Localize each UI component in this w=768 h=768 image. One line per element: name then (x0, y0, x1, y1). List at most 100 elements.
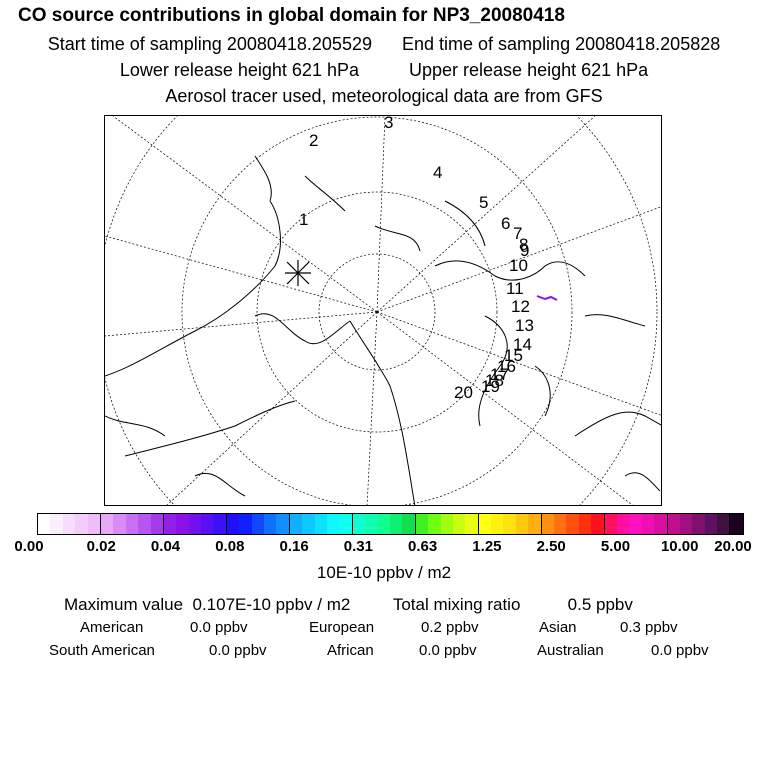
colorbar-tick-label: 20.00 (714, 538, 752, 555)
trajectory-hour-label: 20 (454, 383, 473, 402)
upper-release-height: Upper release height 621 hPa (409, 60, 649, 80)
colorbar-cell (50, 514, 63, 534)
colorbar-cell (326, 514, 340, 534)
colorbar-cell (87, 514, 101, 534)
colorbar-cell (591, 514, 605, 534)
coastlines (105, 155, 661, 505)
colorbar-tick-label: 0.02 (86, 538, 116, 555)
trajectory-hour-label: 12 (511, 297, 530, 316)
colorbar-cell (515, 514, 529, 534)
colorbar-tick-label: 0.63 (408, 538, 438, 555)
region-european-value: 0.2 ppbv (421, 619, 479, 636)
colorbar-cell (339, 514, 353, 534)
trajectory-hour-label: 15 (504, 346, 523, 365)
tracer-info: Aerosol tracer used, meteorological data… (165, 86, 603, 106)
lower-release-height: Lower release height 621 hPa (119, 60, 359, 80)
trajectory-hour-label: 2 (309, 131, 318, 150)
trajectory-hour-label: 3 (384, 116, 393, 132)
colorbar-cell (616, 514, 630, 534)
end-time: End time of sampling 20080418.205828 (402, 34, 721, 54)
meridian (376, 206, 661, 313)
colorbar-cell (113, 514, 126, 534)
colorbar-cell (226, 514, 240, 534)
meridian (376, 116, 386, 313)
colorbar-cell (554, 514, 567, 534)
trajectory-hour-label: 17 (490, 365, 509, 384)
colorbar-cell (654, 514, 668, 534)
meridian (376, 311, 633, 505)
colorbar-cell (289, 514, 303, 534)
trajectory-hour-label: 8 (519, 235, 528, 254)
trajectory-hour-label: 10 (509, 256, 528, 275)
colorbar-cell (264, 514, 277, 534)
trajectory-hour-label: 1 (299, 210, 308, 229)
region-south-american-value: 0.0 ppbv (209, 642, 267, 659)
trajectory-hour-label: 16 (497, 357, 516, 376)
colorbar-cell (503, 514, 516, 534)
colorbar-cell (641, 514, 655, 534)
region-african-value: 0.0 ppbv (419, 642, 477, 659)
latitude-circle (181, 116, 573, 505)
colorbar (37, 513, 744, 535)
trajectory-hour-label: 7 (513, 224, 522, 243)
total-mixing-value: 0.5 ppbv (567, 595, 633, 614)
colorbar-tick-label: 0.00 (14, 538, 44, 555)
trajectory-hour-label: 14 (513, 335, 532, 354)
colorbar-cell (629, 514, 642, 534)
colorbar-cell (314, 514, 327, 534)
max-value: 0.107E-10 ppbv / m2 (192, 595, 351, 614)
colorbar-cell (302, 514, 315, 534)
colorbar-cell (377, 514, 390, 534)
meridian (376, 311, 661, 416)
meridian (366, 311, 378, 505)
colorbar-cell (389, 514, 403, 534)
colorbar-units: 10E-10 ppbv / m2 (316, 563, 452, 582)
colorbar-cell (176, 514, 189, 534)
colorbar-cell (415, 514, 429, 534)
region-asian-value: 0.3 ppbv (620, 619, 678, 636)
colorbar-cell (692, 514, 705, 534)
meridian (112, 116, 378, 313)
region-american-name: American (80, 619, 144, 636)
colorbar-tick-label: 10.00 (660, 538, 699, 555)
colorbar-cell (528, 514, 542, 534)
latitude-circle (105, 116, 658, 505)
colorbar-cell (491, 514, 504, 534)
colorbar-cell (566, 514, 579, 534)
colorbar-cell (62, 514, 76, 534)
colorbar-cell (276, 514, 290, 534)
trajectory-hour-label: 13 (515, 316, 534, 335)
start-time: Start time of sampling 20080418.205529 (47, 34, 372, 54)
colorbar-tick-label: 0.04 (150, 538, 181, 555)
source-location-marker (285, 260, 311, 286)
colorbar-cell (717, 514, 731, 534)
region-american-value: 0.0 ppbv (190, 619, 248, 636)
colorbar-cell (100, 514, 114, 534)
colorbar-cell (150, 514, 164, 534)
trajectory-hour-label: 5 (479, 193, 488, 212)
colorbar-tick-label: 5.00 (600, 538, 631, 555)
colorbar-tick-label: 0.16 (279, 538, 309, 555)
colorbar-cell (578, 514, 592, 534)
colorbar-cell (452, 514, 466, 534)
colorbar-cell (163, 514, 177, 534)
region-south-american-name: South American (49, 642, 155, 659)
meridian (105, 235, 378, 313)
release-heights: Lower release height 621 hPa Upper relea… (0, 60, 768, 81)
region-african-name: African (327, 642, 374, 659)
colorbar-cell (239, 514, 252, 534)
colorbar-cell (125, 514, 139, 534)
trajectory-hour-label: 6 (501, 214, 510, 233)
colorbar-cell (679, 514, 693, 534)
sampling-times: Start time of sampling 20080418.205529 E… (0, 34, 768, 55)
latitude-circle (318, 253, 436, 371)
colorbar-cell (541, 514, 555, 534)
colorbar-tick-label: 0.31 (343, 538, 373, 555)
colorbar-cell (213, 514, 227, 534)
page-title: CO source contributions in global domain… (18, 5, 565, 26)
max-value-label: Maximum value (64, 595, 184, 614)
colorbar-cell (428, 514, 441, 534)
colorbar-cell (38, 514, 51, 534)
